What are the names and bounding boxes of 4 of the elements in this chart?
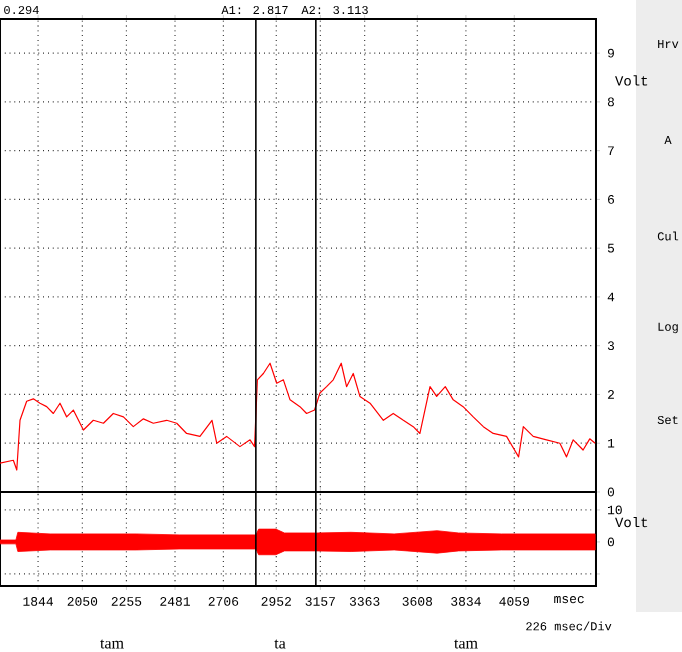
text: tam [100, 639, 124, 649]
text: ta [274, 639, 286, 649]
text: tam [454, 639, 478, 649]
line-series [0, 362, 596, 471]
